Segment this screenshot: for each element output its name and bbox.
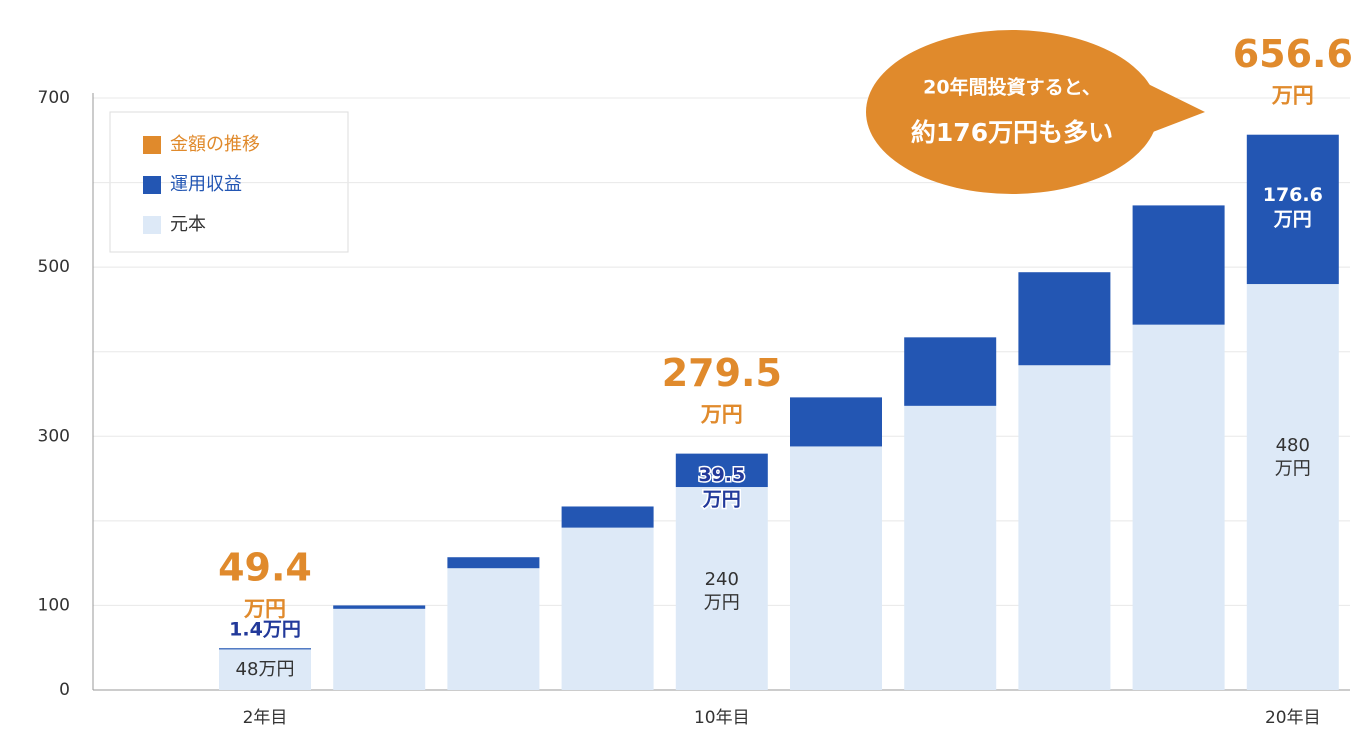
bar-segment (219, 649, 311, 690)
bar-segment (904, 337, 997, 406)
legend-label: 金額の推移 (170, 134, 260, 155)
bar-segment (1132, 324, 1225, 690)
bar-segment (333, 605, 426, 609)
legend-swatch (143, 176, 161, 194)
total-unit: 万円 (1271, 84, 1314, 108)
callout: 20年間投資すると、 約176万円も多い (866, 30, 1205, 194)
x-tick-label: 2年目 (243, 708, 288, 728)
bar-segment (790, 397, 882, 447)
y-tick-label: 100 (38, 595, 70, 615)
callout-tail (1140, 80, 1205, 135)
bar-segment (447, 568, 540, 690)
data-label: 1.4万円 (229, 619, 301, 641)
bar-segment (675, 453, 768, 488)
bar-segment (1246, 134, 1339, 285)
bar-segment (561, 506, 654, 528)
legend-label: 運用収益 (170, 174, 242, 195)
x-tick-label: 20年目 (1265, 708, 1321, 728)
bar-segment (219, 648, 311, 650)
total-label: 656.6 (1233, 32, 1353, 76)
data-label: 48万円 (236, 659, 295, 680)
legend-swatch (143, 216, 161, 234)
bar-segment (790, 446, 882, 690)
bar-segment (333, 608, 426, 690)
data-label: 176.6 万円 (1263, 184, 1323, 231)
data-label: 480 万円 (1275, 435, 1311, 479)
bar-segment (1132, 205, 1225, 325)
callout-text: 20年間投資すると、 (923, 76, 1101, 99)
y-tick-label: 0 (59, 680, 70, 700)
bar-segment (675, 487, 768, 690)
callout-bubble (866, 30, 1158, 194)
legend-swatch (143, 136, 161, 154)
total-label: 279.5 (662, 351, 782, 395)
y-tick-label: 700 (38, 88, 70, 108)
total-unit: 万円 (700, 403, 743, 427)
x-tick-label: 10年目 (694, 708, 750, 728)
bar-segment (561, 527, 654, 690)
bar-segment (1246, 284, 1339, 690)
total-unit: 万円 (243, 597, 286, 621)
bar-segment (1018, 365, 1111, 690)
bar-segment (904, 405, 997, 690)
data-label: 240 万円 (704, 569, 740, 613)
y-tick-label: 300 (38, 426, 70, 446)
total-label: 49.4 (218, 546, 312, 590)
bar-segment (1018, 272, 1111, 366)
data-label: 39.5 万円 (698, 464, 745, 511)
y-tick-label: 500 (38, 257, 70, 277)
legend-label: 元本 (170, 214, 206, 235)
callout-text: 約176万円も多い (911, 118, 1113, 147)
bar-segment (447, 557, 540, 569)
